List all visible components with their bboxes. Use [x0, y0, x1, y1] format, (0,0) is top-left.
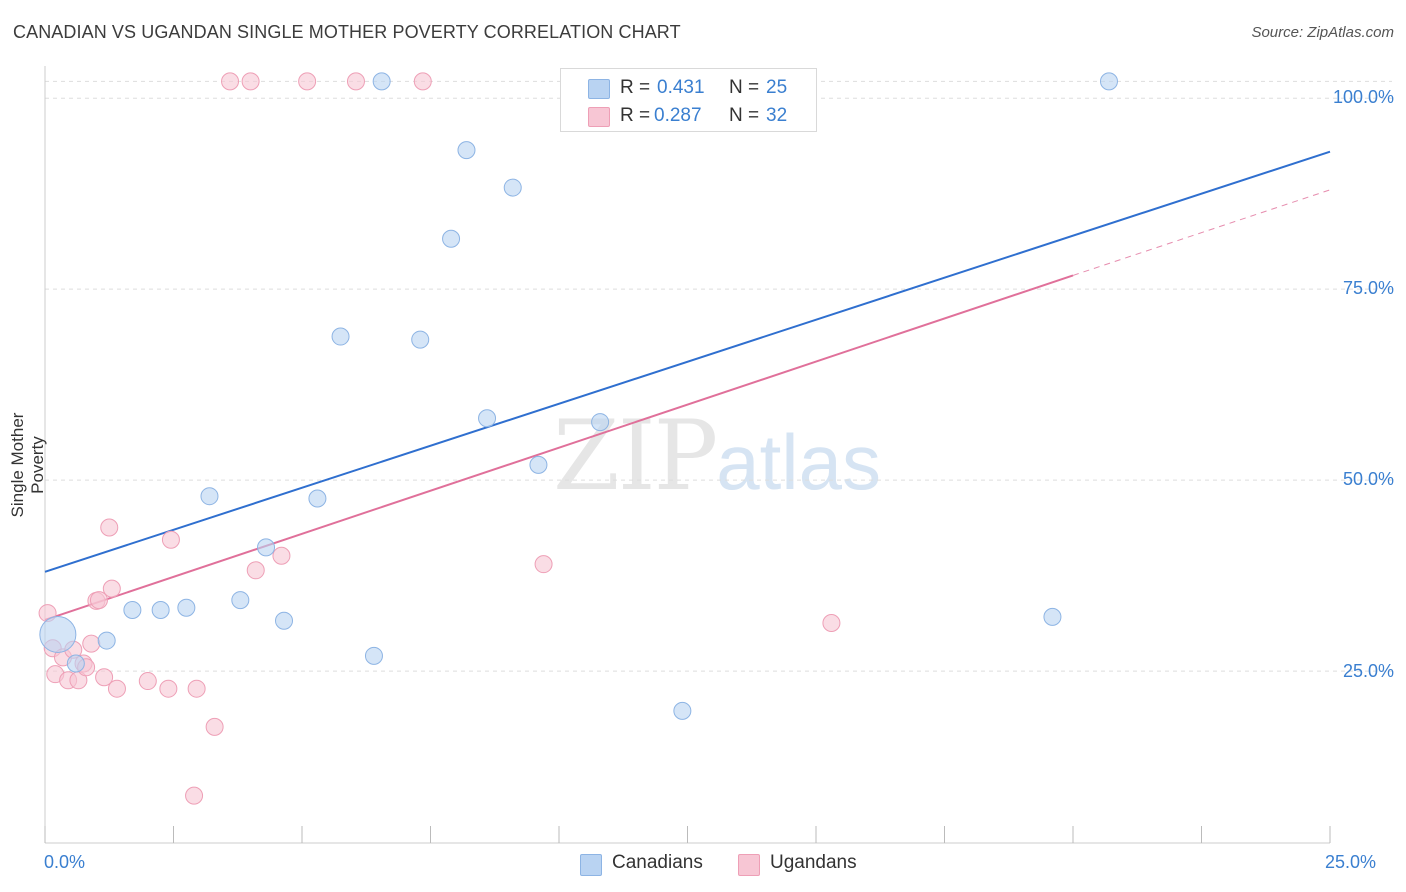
gridlines: [45, 80, 1392, 672]
bottom-legend-label-ugandans: Ugandans: [770, 852, 857, 873]
y-tick-label-100: 100.0%: [1332, 87, 1394, 107]
data-point-ugandans: [241, 72, 260, 91]
x-tick-label-min: 0.0%: [44, 852, 86, 872]
data-point-ugandans: [159, 679, 178, 698]
trend-line-canadians: [44, 150, 1331, 573]
data-point-ugandans: [95, 668, 114, 687]
data-point-ugandans: [298, 72, 317, 91]
bottom-legend-swatch-ugandans: [738, 854, 760, 876]
y-tick-label-25: 25.0%: [1342, 661, 1394, 681]
trend-lines: [44, 150, 1331, 621]
data-point-ugandans: [138, 672, 157, 691]
legend-n-label: N =: [729, 77, 760, 98]
data-point-canadians: [231, 591, 250, 610]
data-point-canadians: [177, 598, 196, 617]
data-point-canadians: [411, 330, 430, 349]
watermark: ZIPatlas: [553, 400, 881, 512]
data-point-ugandans: [100, 518, 119, 537]
data-point-canadians: [331, 327, 350, 346]
data-point-canadians: [372, 72, 391, 91]
data-point-ugandans: [346, 72, 365, 91]
source-credit: Source: ZipAtlas.com: [1251, 24, 1394, 41]
data-point-ugandans: [107, 679, 126, 698]
watermark-atlas: atlas: [716, 418, 881, 506]
y-tick-label-50: 50.0%: [1342, 469, 1394, 489]
data-point-canadians: [123, 601, 142, 620]
watermark-zip: ZIP: [553, 400, 718, 512]
legend-swatch-ugandans: [588, 107, 610, 127]
data-point-ugandans: [221, 72, 240, 91]
data-point-canadians: [364, 646, 383, 665]
x-tick-label-max: 25.0%: [1325, 852, 1377, 872]
trend-line-ugandans-extension: [1072, 189, 1331, 276]
trend-line-ugandans: [44, 274, 1074, 621]
legend-row-canadians: R = 0.431 N = 25: [561, 73, 816, 101]
data-point-canadians: [478, 409, 497, 428]
data-point-ugandans: [413, 72, 432, 91]
legend-r-value: 0.431: [657, 77, 705, 98]
legend-r-label: R =: [620, 77, 651, 98]
data-point-canadians: [66, 654, 85, 673]
data-point-canadians: [1043, 607, 1062, 626]
data-point-canadians: [673, 701, 692, 720]
data-point-canadians: [39, 615, 77, 653]
data-point-ugandans: [82, 634, 101, 653]
data-point-ugandans: [822, 613, 841, 632]
legend-row-ugandans: R = 0.287 N = 32: [561, 101, 816, 129]
data-point-canadians: [457, 141, 476, 160]
legend-r-label: R =: [620, 105, 651, 126]
data-point-canadians: [442, 229, 461, 248]
legend-swatch-canadians: [588, 79, 610, 99]
legend-n-label: N =: [729, 105, 760, 126]
data-point-ugandans: [161, 530, 180, 549]
bottom-legend-label-canadians: Canadians: [612, 852, 703, 873]
data-point-canadians: [97, 631, 116, 650]
data-point-ugandans: [205, 717, 224, 736]
data-point-canadians: [503, 178, 522, 197]
bottom-legend-swatch-canadians: [580, 854, 602, 876]
data-point-ugandans: [187, 679, 206, 698]
data-point-canadians: [275, 611, 294, 630]
legend-r-value: 0.287: [654, 105, 702, 126]
legend-n-value: 25: [766, 77, 788, 98]
data-point-canadians: [308, 489, 327, 508]
y-tick-label-75: 75.0%: [1342, 278, 1394, 298]
data-point-canadians: [591, 413, 610, 432]
chart-title: CANADIAN VS UGANDAN SINGLE MOTHER POVERT…: [13, 22, 681, 42]
data-point-ugandans: [185, 786, 204, 805]
data-point-canadians: [529, 455, 548, 474]
data-point-canadians: [257, 538, 276, 557]
data-point-ugandans: [272, 546, 291, 565]
data-point-canadians: [151, 601, 170, 620]
axes: [44, 66, 1331, 844]
legend-n-value: 32: [766, 105, 788, 126]
y-axis-label: Single Mother Poverty: [8, 412, 47, 518]
data-point-canadians: [1099, 72, 1118, 91]
data-points: [38, 72, 1118, 805]
data-point-ugandans: [534, 555, 553, 574]
data-point-ugandans: [89, 591, 108, 610]
data-point-ugandans: [102, 579, 121, 598]
data-point-canadians: [200, 487, 219, 506]
data-point-ugandans: [246, 561, 265, 580]
stats-legend: R = 0.431 N = 25 R = 0.287 N = 32: [560, 68, 817, 132]
